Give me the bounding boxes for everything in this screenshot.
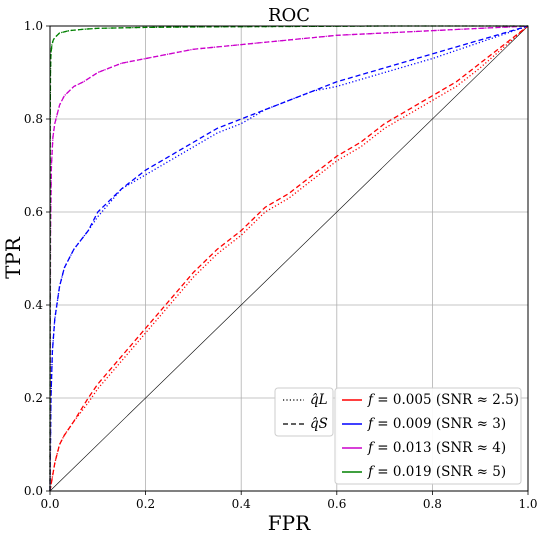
x-tick-label: 0.0 [40,497,59,511]
legend-label-f0005: f = 0.005 (SNR ≈ 2.5) [367,392,519,408]
legend-qL-label: q̂L [310,392,328,408]
legend-label-f0009: f = 0.009 (SNR ≈ 3) [367,416,506,432]
legend-label-f0019: f = 0.019 (SNR ≈ 5) [367,464,506,480]
y-tick-label: 0.0 [24,484,43,498]
y-tick-label: 0.2 [24,391,43,405]
x-tick-label: 0.2 [136,497,155,511]
legend-qS-label: q̂S [310,416,328,432]
roc-curve-qS-3 [49,25,528,492]
diagonal-reference-line [49,25,529,492]
x-tick-label: 1.0 [518,497,537,511]
y-tick-label: 0.8 [24,112,43,126]
series-legend: f = 0.005 (SNR ≈ 2.5) f = 0.009 (SNR ≈ 3… [334,387,522,485]
y-axis-label: TPR [1,236,25,279]
x-tick-label: 0.4 [232,497,251,511]
x-tick-label: 0.8 [423,497,442,511]
roc-curve-qS-1 [49,25,529,492]
x-tick-label: 0.6 [327,497,346,511]
x-axis-label: FPR [268,511,311,535]
plot-frame [49,25,529,492]
roc-curve-qS-2 [49,25,529,492]
roc-curves [49,25,529,492]
legend-label-f0013: f = 0.013 (SNR ≈ 4) [367,440,506,456]
roc-curve-qS-0 [49,25,529,492]
y-tick-label: 0.4 [24,298,43,312]
y-tick-label: 1.0 [24,19,43,33]
chart-title: ROC [268,5,310,26]
linestyle-legend: q̂L q̂S [274,387,334,437]
axis-ticks: 0.0 0.2 0.4 0.6 0.8 1.0 0.0 0.2 0.4 0.6 0.8 1.0 [24,19,538,511]
y-tick-label: 0.6 [24,205,43,219]
